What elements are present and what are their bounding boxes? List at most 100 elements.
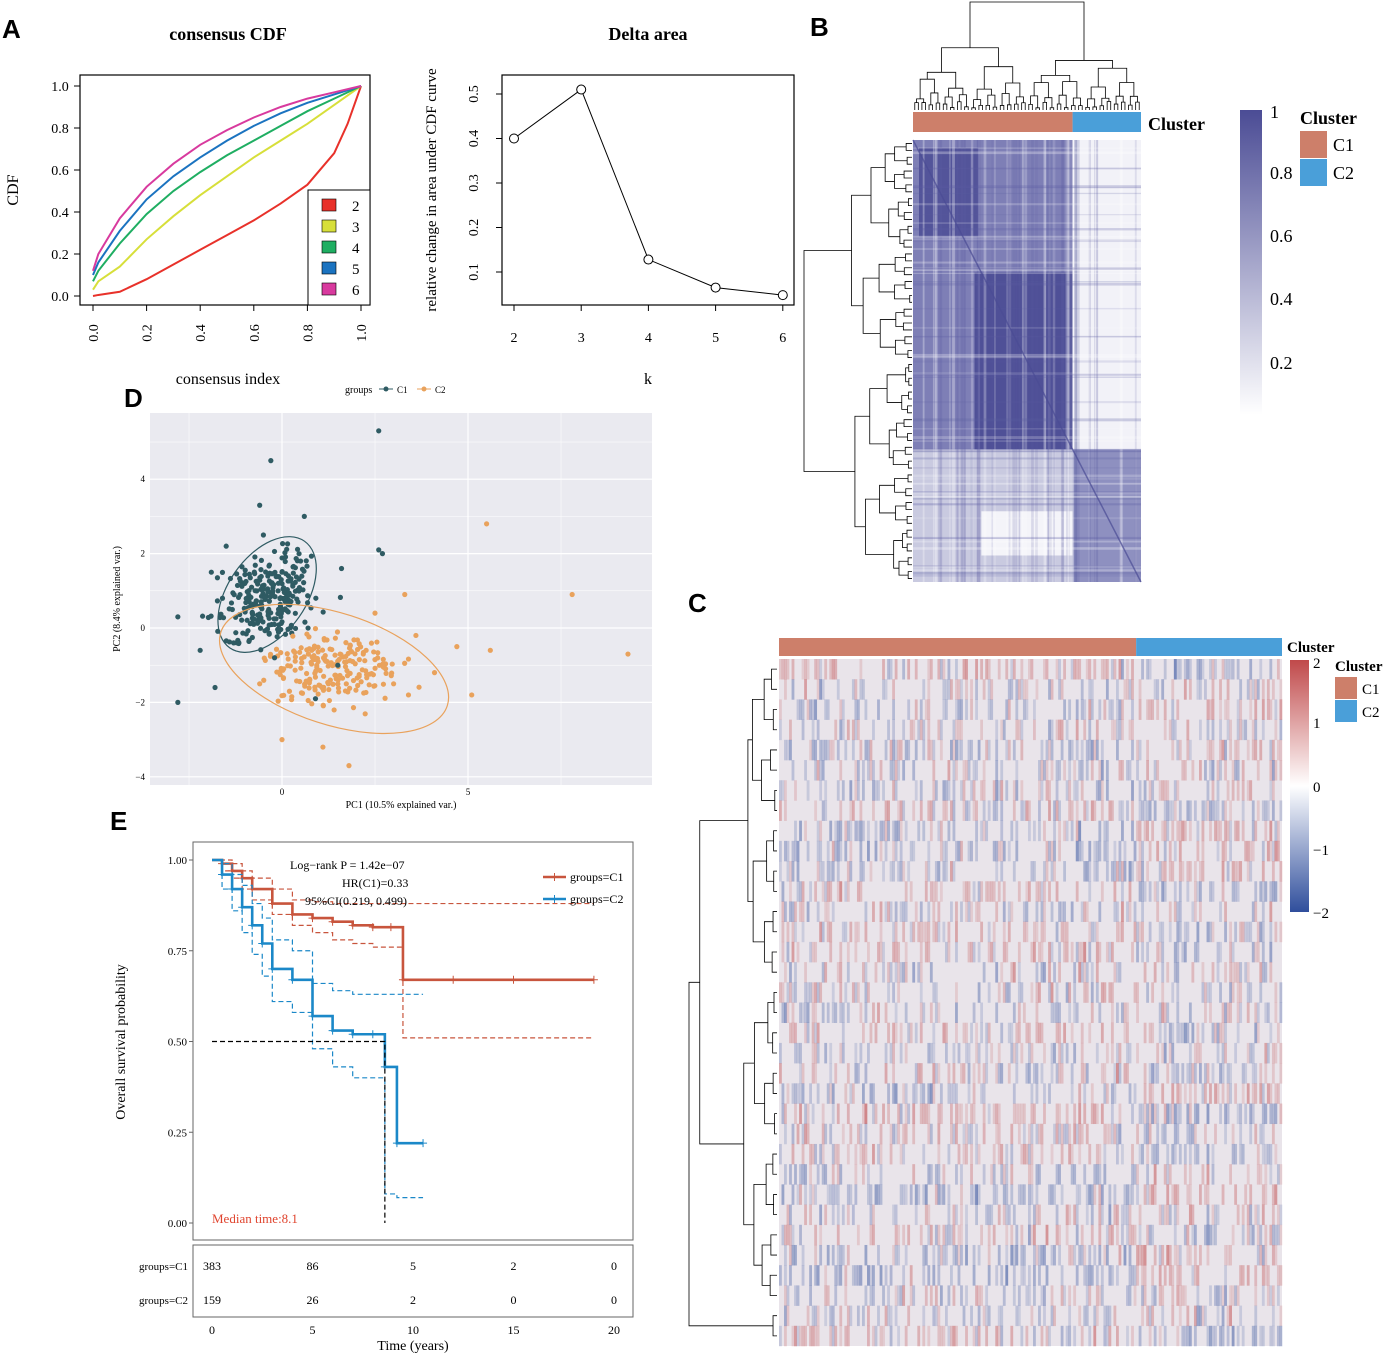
c-cell <box>1010 901 1014 922</box>
c-cell <box>1050 739 1054 761</box>
c-cell <box>839 1325 843 1347</box>
c-cell <box>1196 1143 1200 1165</box>
c-cell <box>894 739 898 761</box>
c-cell <box>972 1184 976 1205</box>
c-dendro-branch <box>761 759 775 801</box>
b-column-streak <box>962 140 965 582</box>
c-cell <box>1214 800 1217 821</box>
c-cell <box>1065 1204 1069 1226</box>
c-cell <box>955 982 958 1003</box>
c-cell <box>1080 760 1084 781</box>
c-cell <box>809 1285 812 1306</box>
a2-xlabel: k <box>644 371 652 388</box>
c-cell <box>801 921 805 943</box>
c-cell <box>947 659 951 680</box>
d-point-c2 <box>416 684 422 690</box>
c-cell <box>779 800 782 821</box>
c-dendro-branch <box>764 1082 775 1125</box>
c-cell <box>1193 1325 1197 1347</box>
d-point-c1 <box>296 588 302 594</box>
c-cell <box>1274 820 1278 842</box>
d-point-c2 <box>331 707 337 713</box>
a1-ytick-label: 0.8 <box>51 122 69 137</box>
c-cell <box>1261 1103 1265 1125</box>
c-cell <box>892 739 895 761</box>
c-cell <box>1002 1184 1006 1205</box>
c-cell <box>829 1083 833 1104</box>
b-row-streak <box>913 401 1141 404</box>
c-cell <box>1033 921 1036 943</box>
c-cell <box>1095 840 1099 862</box>
c-cell <box>844 982 848 1003</box>
c-cell <box>1206 1184 1210 1205</box>
c-cell <box>980 1002 984 1024</box>
c-cell <box>987 659 991 680</box>
c-cell <box>944 1022 948 1044</box>
c-cell <box>796 1083 800 1104</box>
a1-legend-label: 5 <box>352 262 360 278</box>
c-cell <box>1264 1224 1268 1246</box>
c-cell <box>955 840 958 862</box>
c-cell <box>1163 1002 1167 1024</box>
c-cell <box>887 1022 890 1044</box>
a1-legend-label: 6 <box>352 283 360 299</box>
c-cell <box>1020 1042 1024 1064</box>
c-cell <box>1276 659 1280 680</box>
c-cell <box>892 780 895 801</box>
c-cell <box>1269 780 1273 801</box>
c-cell <box>826 699 830 720</box>
b-column-streak <box>1052 140 1056 582</box>
c-cell <box>784 1305 787 1327</box>
c-cell <box>947 820 951 842</box>
d-point-c1 <box>288 622 294 628</box>
b-cluster-annotation-bar <box>913 112 1141 132</box>
c-cell <box>1274 1184 1278 1205</box>
c-cell <box>1204 1123 1207 1145</box>
c-cell <box>1173 941 1177 963</box>
c-cell <box>1090 1224 1094 1246</box>
c-cell <box>952 820 956 842</box>
c-cell <box>1186 1224 1190 1246</box>
c-cell <box>967 1042 971 1064</box>
c-cell <box>1231 1325 1235 1347</box>
c-cell <box>932 800 936 821</box>
c-cell <box>1239 679 1243 700</box>
c-cell <box>869 1022 873 1044</box>
c-cell <box>1151 1063 1155 1084</box>
c-cell <box>1141 921 1144 943</box>
c-cell <box>836 739 840 761</box>
c-cell <box>1241 1325 1245 1347</box>
c-cell <box>997 780 1001 801</box>
c-cell <box>1221 1022 1225 1044</box>
c-cell <box>1015 1305 1019 1327</box>
c-cell <box>854 1042 858 1064</box>
c-cell <box>1209 1002 1212 1024</box>
c-cell <box>1196 1305 1200 1327</box>
c-cell <box>1279 739 1283 761</box>
c-cell <box>1216 941 1220 963</box>
c-cell <box>1193 1103 1197 1125</box>
c-cell <box>1138 840 1142 862</box>
c-cell <box>1216 1305 1220 1327</box>
c-cell <box>849 921 853 943</box>
c-cell <box>1259 1325 1263 1347</box>
c-cell <box>1269 699 1273 720</box>
e-legend-label: groups=C1 <box>570 870 623 884</box>
e-censor-mark <box>348 1030 357 1039</box>
c-cell <box>1163 861 1167 882</box>
c-cell <box>1068 760 1072 781</box>
c-cell <box>1254 881 1258 902</box>
c-cell <box>1151 1285 1155 1306</box>
c-cell <box>942 800 946 821</box>
c-cell <box>836 861 840 882</box>
c-cell <box>1173 901 1177 922</box>
c-cell <box>844 820 848 842</box>
c-cell <box>789 1164 792 1185</box>
c-cell <box>914 1063 918 1084</box>
c-cell <box>1055 719 1059 741</box>
c-cell <box>1269 739 1273 761</box>
e-xtick-label: 20 <box>608 1323 620 1337</box>
c-cell <box>937 1224 941 1246</box>
c-cell <box>934 982 938 1003</box>
